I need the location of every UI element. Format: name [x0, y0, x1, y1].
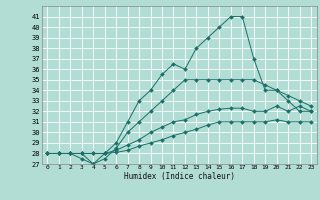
X-axis label: Humidex (Indice chaleur): Humidex (Indice chaleur)	[124, 172, 235, 181]
